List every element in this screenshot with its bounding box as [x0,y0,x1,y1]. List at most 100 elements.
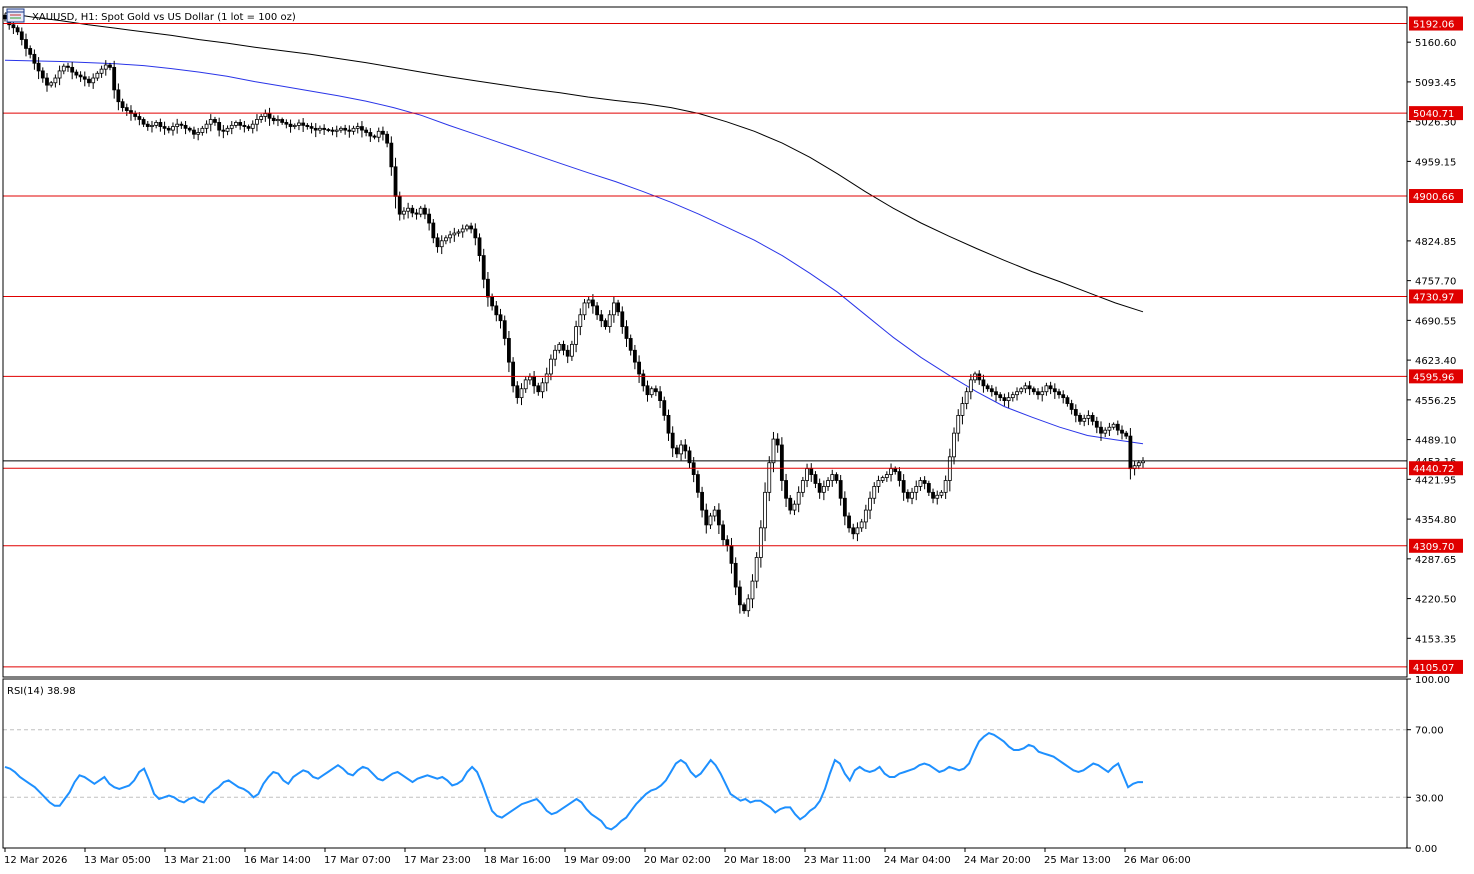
candle [1069,399,1074,415]
candle [166,125,171,134]
candle-body-bull [225,127,230,132]
candle [1057,388,1061,399]
candle-body-bear [893,468,898,473]
candle [1036,388,1040,400]
candle-body-bull [339,127,343,131]
level-tag-label: 4309.70 [1413,542,1454,553]
candle-body-bear [477,237,482,256]
candle [733,557,738,596]
candle [704,503,709,534]
candle-body-bull [1015,391,1019,396]
candle-body-bear [561,343,566,351]
candle-body-bear [989,388,994,393]
candle-body-bear [490,296,495,307]
candle [511,357,516,393]
candle-body-bear [15,27,20,33]
candle [1044,382,1049,396]
candle-body-bull [99,68,104,74]
candle-body-bear [838,480,843,499]
candle [120,98,125,112]
candle-body-bear [162,126,167,129]
candle [1052,383,1057,399]
candle [712,506,717,522]
candle-body-bear [385,133,390,144]
rsi-pane [3,729,1407,831]
candle [737,580,742,614]
candle [179,121,184,129]
candle-body-bear [624,326,629,339]
y-tick-label: 4959.15 [1415,157,1456,168]
candle-body-bull [771,438,776,464]
y-tick-label: 4354.80 [1415,515,1456,526]
candle-body-bear [704,509,709,526]
candle-body-bull [889,468,893,475]
candle [561,340,566,356]
candle-body-bear [70,66,75,73]
candle-body-bear [536,385,541,393]
candle-body-bull [57,70,62,79]
candle [876,475,881,493]
ma-fast-line [4,59,1144,445]
candle-body-bull [973,373,977,381]
x-tick-label: 23 Mar 11:00 [804,855,871,866]
candle-body-bear [926,483,931,493]
candle [414,208,419,220]
candle-body-bear [645,385,650,396]
candle [519,383,524,406]
candle-body-bear [423,207,427,215]
candle [301,118,306,133]
rsi-tick-label: 30.00 [1415,793,1444,804]
level-tag-label: 4730.97 [1413,292,1454,303]
candle-body-bull [259,116,264,120]
candle-body-bull [150,124,154,127]
y-tick-label: 4623.40 [1415,356,1456,367]
candle-body-bear [389,142,394,168]
rsi-pane-frame [2,678,1408,849]
candle [402,207,406,220]
x-tick-label: 17 Mar 07:00 [324,855,391,866]
candle [15,25,20,36]
y-tick-label: 4287.65 [1415,555,1456,566]
candle-body-bull [91,77,96,84]
candle-body-bull [318,127,322,131]
x-tick-label: 13 Mar 05:00 [84,855,151,866]
candle [1027,381,1032,396]
candle-body-bear [532,376,537,387]
x-tick-label: 19 Mar 09:00 [564,855,631,866]
candle [645,380,650,402]
candle-body-bear [82,76,87,80]
candle [103,60,108,76]
candle-body-bear [24,39,28,49]
candle-body-bear [788,497,793,511]
y-tick-label: 4220.50 [1415,595,1456,606]
candle [599,309,604,328]
candle [1099,421,1103,441]
candle-body-bull [1136,462,1141,467]
candle-body-bull [574,326,578,345]
candle-body-bear [733,562,738,588]
candle-body-bear [11,24,16,29]
candle [897,467,902,487]
candle-body-bull [540,382,545,393]
candle [431,219,436,244]
candle [792,500,797,516]
candle-body-bear [511,361,516,387]
candle-body-bear [66,65,70,68]
rsi-tick-label: 100.00 [1415,675,1450,686]
candle [40,67,45,83]
axes: 5160.60 5093.45 5026.30 4959.15 4824.85 4757.… [2,6,1463,866]
candle-body-bear [729,545,734,564]
candle [280,117,285,125]
candle [884,471,889,482]
candle-body-bull [826,480,830,487]
candle-body-bull [943,480,948,493]
level-tag-label: 5192.06 [1413,20,1454,31]
candle-body-bear [145,123,150,127]
candle-body-bull [208,119,213,125]
candle [339,126,343,133]
level-tag-label: 4105.07 [1413,663,1454,674]
candle-body-bear [242,124,247,127]
candle-body-bear [742,604,746,612]
candle [330,127,335,136]
